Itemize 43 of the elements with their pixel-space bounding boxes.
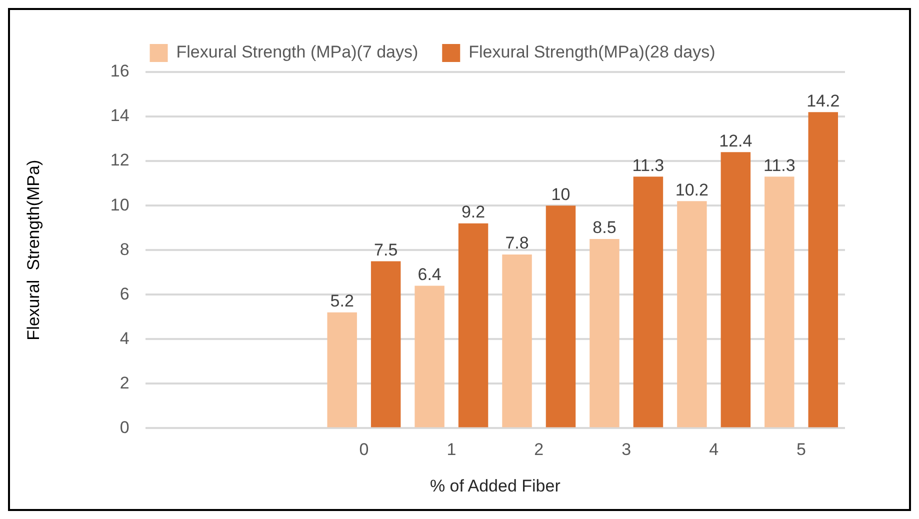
data-label: 5.2	[330, 292, 354, 311]
x-tick-label: 1	[446, 440, 456, 460]
x-tick-label: 3	[622, 440, 632, 460]
data-label: 10	[551, 184, 570, 204]
data-label: 8.5	[592, 218, 616, 238]
data-label: 12.4	[719, 131, 752, 150]
x-tick-label: 2	[534, 440, 544, 460]
data-label: 7.5	[374, 240, 398, 260]
bar	[677, 201, 707, 428]
y-tick-label: 12	[110, 150, 130, 170]
data-label: 6.4	[418, 264, 442, 284]
y-tick-label: 0	[120, 418, 130, 437]
bar	[590, 238, 620, 428]
bar	[633, 176, 664, 428]
data-label: 7.8	[505, 234, 529, 253]
y-axis-title: Flexural Strength(MPa)	[24, 160, 43, 340]
y-tick-label: 8	[120, 240, 130, 259]
x-tick-label: 0	[359, 440, 369, 460]
y-tick-label: 16	[110, 62, 130, 81]
data-label: 11.3	[763, 156, 796, 175]
data-label: 10.2	[675, 180, 708, 200]
y-tick-label: 2	[120, 373, 130, 392]
bar	[720, 152, 751, 428]
data-label: 11.3	[632, 156, 664, 175]
y-tick-label: 10	[110, 195, 130, 214]
y-tick-label: 4	[120, 328, 130, 348]
x-tick-label: 4	[709, 440, 719, 460]
legend-label: Flexural Strength (MPa)(7 days)	[176, 42, 418, 62]
bar	[370, 261, 401, 428]
data-label: 14.2	[806, 91, 840, 110]
bar	[458, 223, 488, 428]
y-tick-label: 6	[120, 284, 130, 304]
data-label: 9.2	[461, 202, 486, 222]
bar	[414, 286, 444, 428]
bar	[327, 312, 357, 428]
legend-label: Flexural Strength(MPa)(28 days)	[468, 42, 716, 62]
bar	[546, 206, 576, 428]
x-axis-title: % of Added Fiber	[430, 476, 561, 496]
bar	[502, 254, 532, 428]
bar	[764, 176, 794, 428]
bar	[808, 112, 838, 428]
y-tick-label: 14	[110, 106, 130, 126]
x-tick-label: 5	[796, 440, 806, 460]
